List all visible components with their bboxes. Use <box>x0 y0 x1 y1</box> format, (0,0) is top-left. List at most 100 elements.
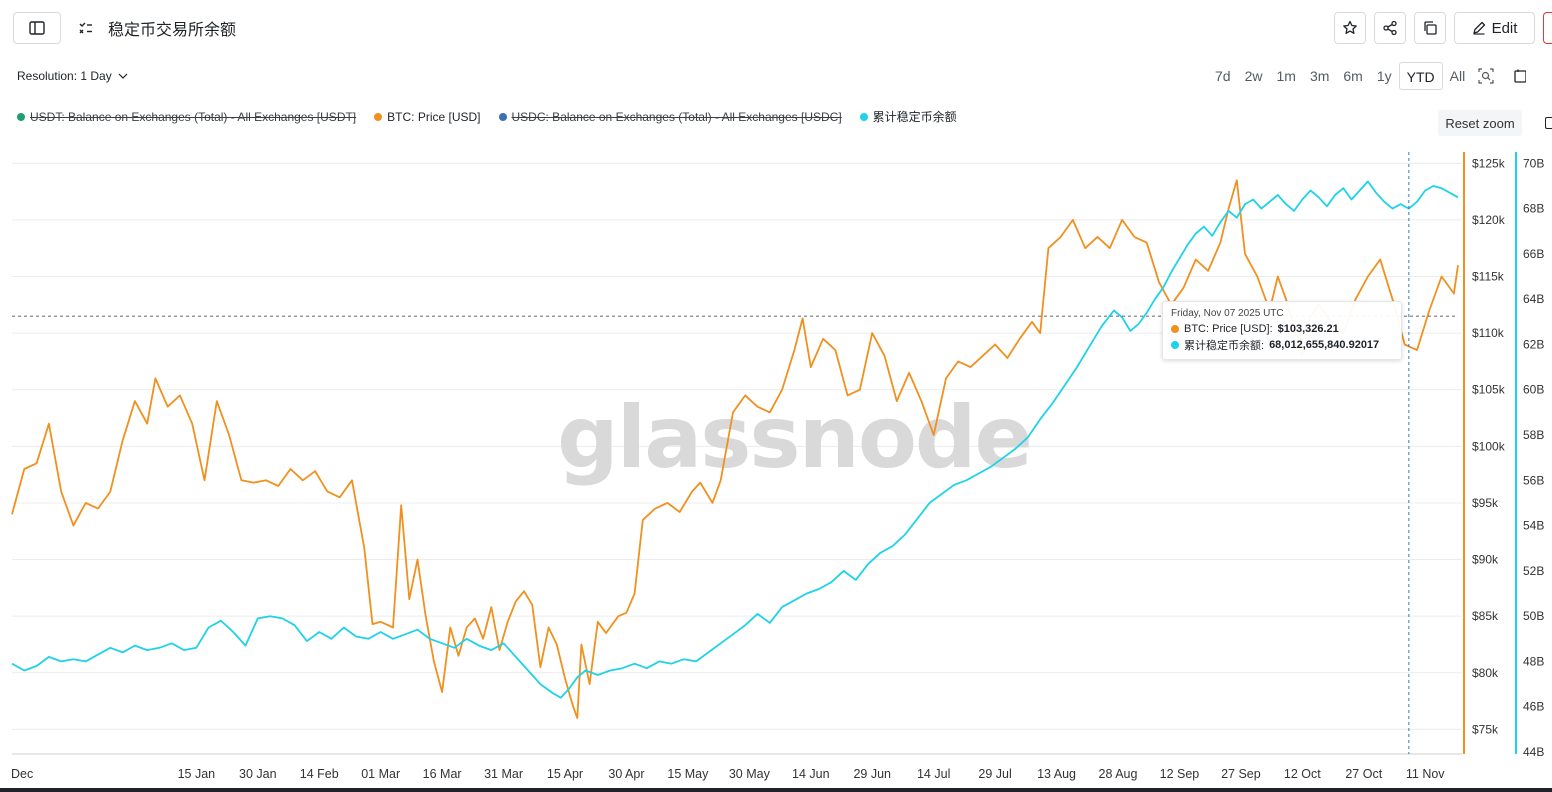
legend-dot-icon <box>17 112 25 121</box>
tooltip-row-stablecoin: 累计稳定币余额: 68,012,655,840.92017 <box>1171 337 1393 353</box>
range-ytd[interactable]: YTD <box>1398 62 1443 90</box>
x-tick-label: 15 Jan <box>178 767 216 781</box>
top-toolbar: 稳定币交易所余额 Edit <box>0 0 1552 56</box>
tooltip-value: 68,012,655,840.92017 <box>1269 339 1380 351</box>
range-1m[interactable]: 1m <box>1276 68 1296 84</box>
legend-dot-icon <box>498 112 507 121</box>
export-icon[interactable] <box>1545 117 1552 129</box>
favorite-button[interactable] <box>1334 12 1366 44</box>
legend-item-btc-price[interactable]: BTC: Price [USD] <box>374 108 481 125</box>
partial-button[interactable] <box>1543 12 1552 44</box>
y-left-tick-label: $80k <box>1472 666 1499 680</box>
crosshair <box>12 152 1458 754</box>
x-tick-label: 12 Sep <box>1160 767 1200 781</box>
x-tick-label: 14 Feb <box>300 767 339 781</box>
y-right-tick-label: 66B <box>1523 247 1544 261</box>
chart-tooltip: Friday, Nov 07 2025 UTC BTC: Price [USD]… <box>1162 301 1402 360</box>
series-line-stablecoin-total <box>11 180 1459 699</box>
sidebar-icon <box>29 21 45 35</box>
legend-item-stablecoin-total[interactable]: 累计稳定币余额 <box>859 108 957 125</box>
x-tick-label: 31 Mar <box>484 767 523 781</box>
y-left-tick-label: $75k <box>1472 722 1499 736</box>
legend-label: USDC: Balance on Exchanges (Total) - All… <box>511 109 842 124</box>
y-left-tick-label: $110k <box>1472 326 1505 340</box>
x-tick-label: 30 May <box>729 767 771 781</box>
y-right-tick-label: 44B <box>1523 745 1544 759</box>
x-tick-label: 27 Oct <box>1345 767 1382 781</box>
star-icon <box>1343 20 1357 34</box>
resolution-dropdown[interactable]: Resolution: 1 Day <box>17 69 128 83</box>
x-tick-label: 14 Jun <box>792 767 830 781</box>
x-tick-label: 29 Jun <box>853 767 891 781</box>
legend-label: 累计稳定币余额 <box>872 110 957 124</box>
x-tick-label: 28 Aug <box>1099 767 1138 781</box>
x-tick-label: 27 Sep <box>1221 767 1261 781</box>
y-right-tick-label: 60B <box>1523 383 1544 397</box>
tooltip-date: Friday, Nov 07 2025 UTC <box>1171 308 1284 319</box>
chevron-down-icon <box>118 73 128 79</box>
x-tick-label: 14 Jul <box>917 767 950 781</box>
x-tick-label: 13 Aug <box>1037 767 1076 781</box>
legend-label: BTC: Price [USD] <box>387 109 481 124</box>
time-range-selector: 7d 2w 1m 3m 6m 1y YTD All <box>1208 62 1527 90</box>
x-tick-label: 30 Apr <box>608 767 644 781</box>
y-right-tick-label: 58B <box>1523 428 1544 442</box>
y-right-tick-label: 48B <box>1523 654 1544 668</box>
y-left-tick-label: $90k <box>1472 553 1499 567</box>
range-3m[interactable]: 3m <box>1309 68 1330 84</box>
edit-label: Edit <box>1491 19 1518 37</box>
x-tick-label: 12 Oct <box>1284 767 1321 781</box>
series-layer <box>11 179 1459 719</box>
axes-layer <box>12 152 1517 755</box>
page-title: 稳定币交易所余额 <box>108 22 237 39</box>
tooltip-dot-icon <box>1171 325 1179 333</box>
y-left-tick-label: $125k <box>1472 156 1506 170</box>
share-icon <box>1383 20 1397 36</box>
y-left-tick-label: $120k <box>1472 213 1506 227</box>
y-right-tick-label: 68B <box>1523 202 1544 216</box>
x-tick-label: 15 Apr <box>547 767 583 781</box>
y-right-tick-label: 54B <box>1523 519 1544 533</box>
tooltip-label: BTC: Price [USD]: <box>1184 323 1273 335</box>
x-tick-label: 01 Mar <box>361 767 400 781</box>
x-tick-label: 15 May <box>667 767 709 781</box>
legend-item-usdt[interactable]: USDT: Balance on Exchanges (Total) - All… <box>17 108 356 125</box>
y-right-tick-label: 62B <box>1523 337 1544 351</box>
price-balance-chart[interactable]: glassnode $75k $80k $85k $90k $95k $100k $105k… <box>0 140 1552 788</box>
x-tick-label: 16 Mar <box>423 767 462 781</box>
calendar-icon[interactable] <box>1500 69 1527 83</box>
range-2w[interactable]: 2w <box>1244 68 1263 84</box>
range-6m[interactable]: 6m <box>1343 68 1363 84</box>
y-right-tick-label: 56B <box>1523 473 1544 487</box>
tooltip-label: 累计稳定币余额: <box>1184 340 1265 352</box>
y-left-tick-label: $100k <box>1472 439 1506 453</box>
sidebar-toggle-button[interactable] <box>13 12 61 44</box>
pencil-icon <box>1472 21 1485 35</box>
share-button[interactable] <box>1374 12 1406 44</box>
tooltip-dot-icon <box>1171 341 1179 349</box>
reset-zoom-button[interactable]: Reset zoom <box>1438 110 1522 136</box>
checklist-icon[interactable] <box>78 20 94 36</box>
y-left-tick-label: $85k <box>1472 609 1499 623</box>
x-tick-label: Dec <box>11 767 33 781</box>
y-right-tick-label: 50B <box>1523 609 1544 623</box>
zoom-select-icon[interactable] <box>1472 68 1500 84</box>
y-right-tick-label: 64B <box>1523 292 1544 306</box>
y-right-tick-label: 46B <box>1523 700 1544 714</box>
x-tick-label: 11 Nov <box>1406 767 1445 781</box>
series-line-btc-price <box>11 179 1459 719</box>
legend-dot-icon <box>374 112 383 121</box>
duplicate-button[interactable] <box>1414 12 1446 44</box>
tooltip-row-btc: BTC: Price [USD]: $103,326.21 <box>1171 323 1393 335</box>
y-left-tick-label: $115k <box>1472 270 1505 284</box>
legend-item-usdc[interactable]: USDC: Balance on Exchanges (Total) - All… <box>498 108 842 125</box>
legend-label: USDT: Balance on Exchanges (Total) - All… <box>30 109 357 124</box>
range-all[interactable]: All <box>1449 68 1466 84</box>
range-7d[interactable]: 7d <box>1215 68 1231 84</box>
edit-button[interactable]: Edit <box>1454 12 1535 44</box>
bottom-bar <box>0 788 1552 792</box>
y-left-tick-label: $105k <box>1472 383 1506 397</box>
range-1y[interactable]: 1y <box>1376 68 1392 84</box>
tooltip-value: $103,326.21 <box>1277 323 1339 335</box>
tick-layer: $75k $80k $85k $90k $95k $100k $105k $110k $115k… <box>11 156 1544 781</box>
